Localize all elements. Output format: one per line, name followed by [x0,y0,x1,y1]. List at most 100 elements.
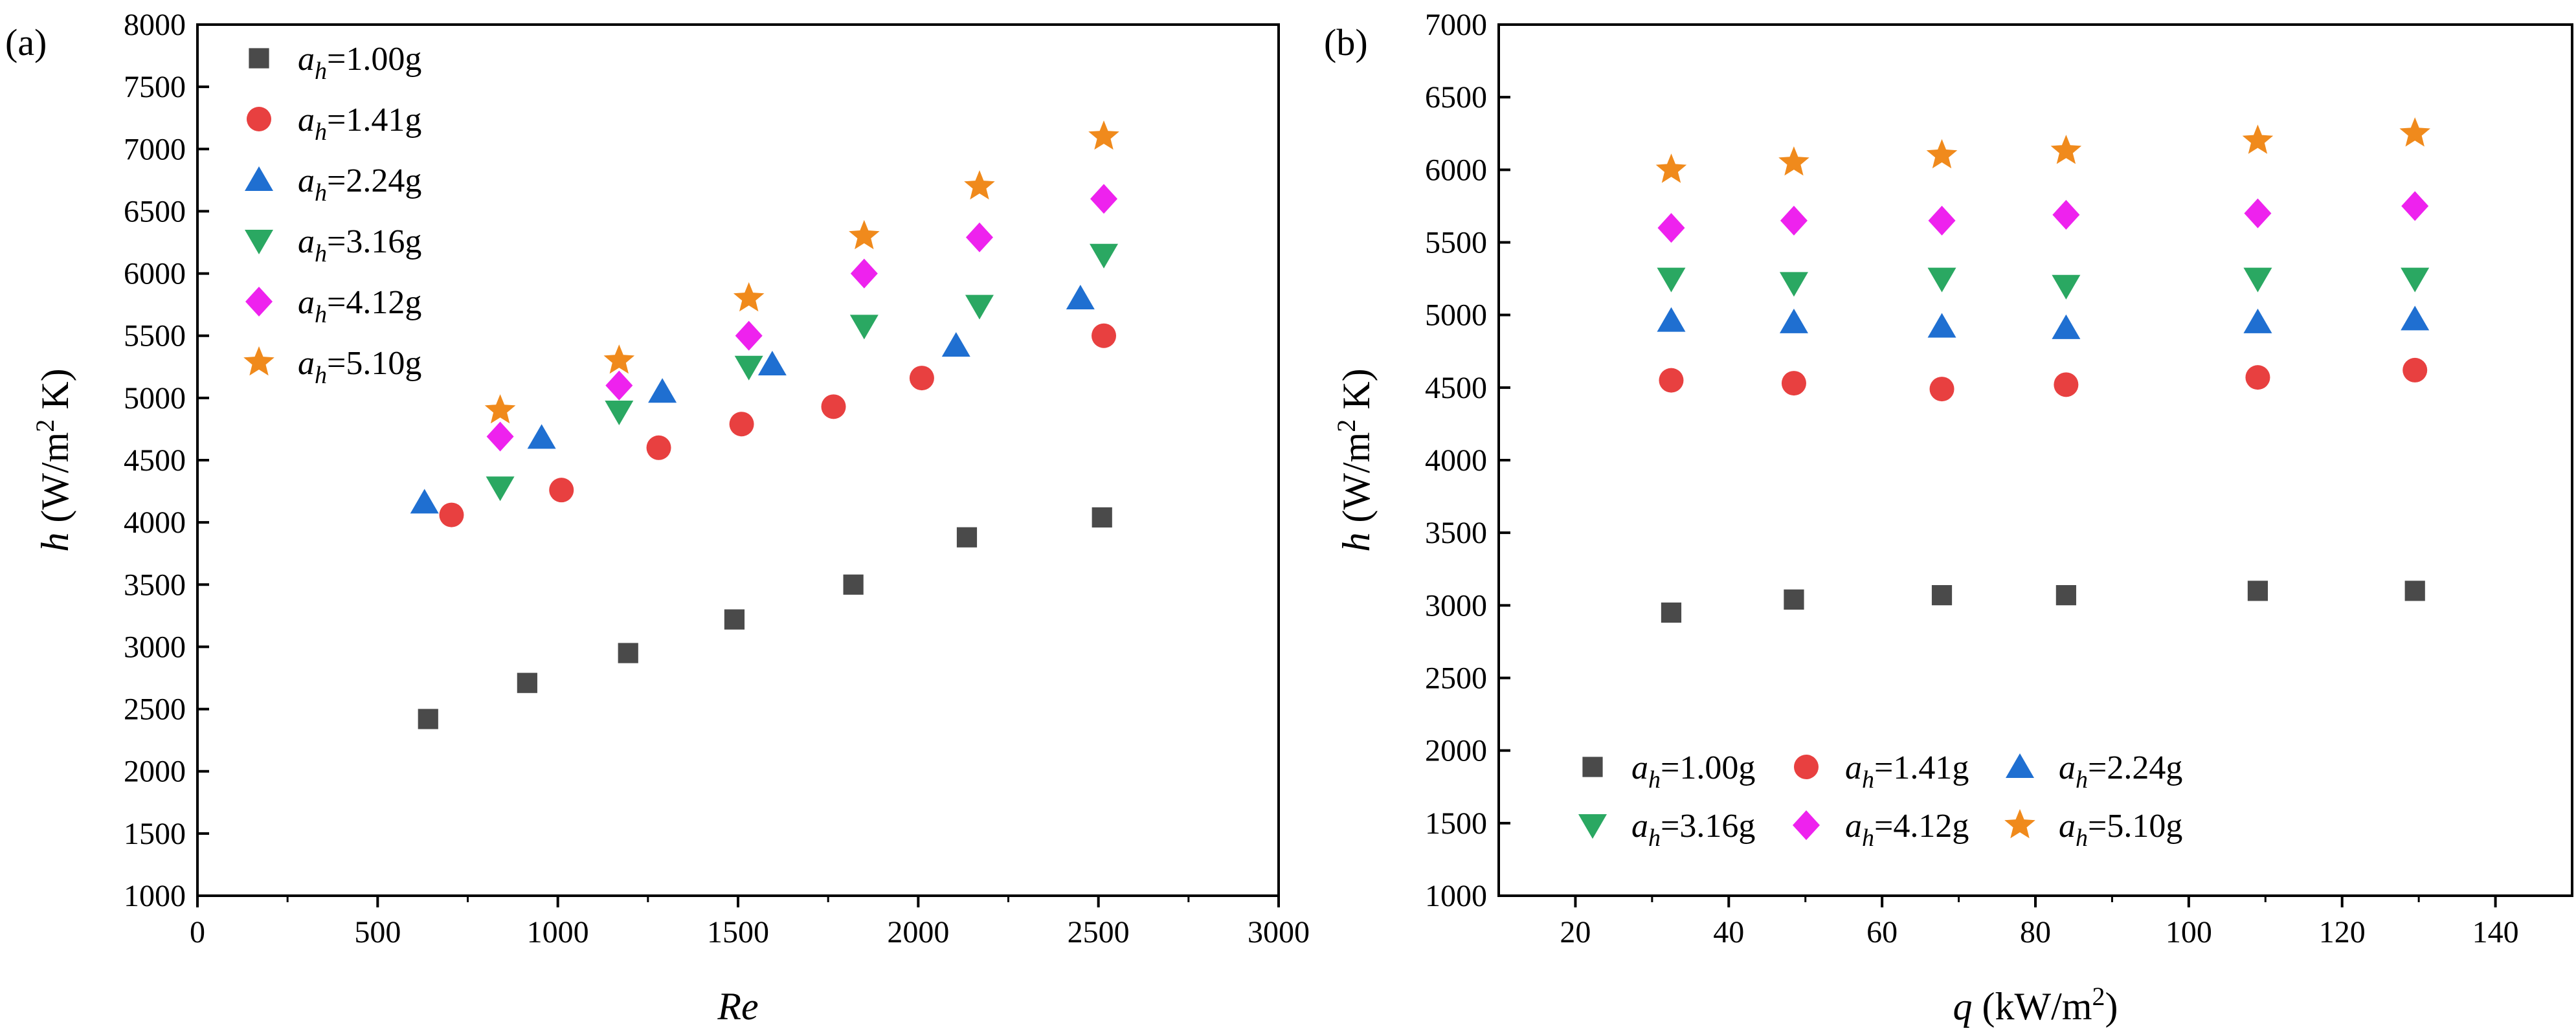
x-tick-label: 100 [2166,915,2212,949]
data-point-series-2 [2245,365,2270,390]
panel-a-y-label-units: (W/m [34,432,76,533]
y-tick-label: 5500 [1425,226,1487,260]
panel-b-x-label-symbol: q [1953,985,1973,1028]
data-point-series-1 [618,643,638,663]
panel-b-x-label-sup: 2 [2092,982,2105,1011]
y-tick-label: 7000 [124,132,186,166]
data-point-series-3 [1927,313,1956,338]
y-tick-label: 4500 [1425,371,1487,405]
data-point-series-5 [2244,198,2272,228]
data-point-series-1 [2055,585,2076,606]
data-point-series-3 [648,378,677,403]
y-tick-label: 3500 [124,568,186,602]
data-point-series-1 [1931,585,1953,606]
data-point-series-4 [1927,267,1956,293]
legend-marker-1 [249,48,269,69]
x-tick-label: 2500 [1068,915,1130,949]
panel-b-data-points [1655,117,2430,623]
data-point-series-6 [964,170,995,200]
x-tick-label: 3000 [1248,915,1310,949]
y-tick-label: 6000 [1425,153,1487,187]
data-point-series-6 [484,394,516,424]
x-tick-label: 40 [1713,915,1744,949]
legend-marker-4 [245,230,273,254]
data-point-series-3 [2243,308,2272,333]
data-point-series-5 [1090,184,1118,214]
data-point-series-2 [1929,377,1954,402]
x-tick-label: 500 [354,915,401,949]
data-point-series-3 [757,350,787,375]
panel-b-plot-frame [1497,23,2573,897]
y-tick-label: 3000 [1425,588,1487,623]
data-point-series-2 [1659,368,1684,393]
legend-marker-4 [1578,814,1607,839]
data-point-series-4 [605,401,634,426]
data-point-series-6 [2399,117,2430,147]
data-point-series-1 [2247,581,2268,601]
data-point-series-5 [605,370,633,401]
data-point-series-3 [1779,308,1808,333]
panel-b-label: (b) [1324,21,1368,63]
legend-label-6: ah=5.10g [298,345,421,389]
data-point-series-6 [1926,139,1958,169]
data-point-series-5 [1780,205,1808,236]
legend-label-3: ah=2.24g [2059,749,2182,793]
data-point-series-1 [1784,589,1804,610]
data-point-series-2 [1781,371,1806,396]
legend-item-5: ah=4.12g [245,284,421,328]
legend-item-3: ah=2.24g [245,162,421,206]
data-point-series-2 [2054,372,2079,397]
data-point-series-5 [735,320,763,351]
y-tick-label: 6500 [1425,80,1487,115]
data-point-series-2 [2402,357,2428,382]
legend-marker-1 [1582,757,1603,777]
legend-item-4: ah=3.16g [245,223,421,267]
legend-item-1: ah=1.00g [1582,749,1755,793]
y-tick-label: 2500 [124,693,186,727]
panel-b-x-label-units: (kW/m [1973,985,2092,1028]
y-tick-label: 5000 [124,381,186,416]
x-tick-label: 120 [2319,915,2366,949]
data-point-series-6 [733,282,765,312]
y-tick-label: 1000 [124,879,186,913]
data-point-series-6 [1655,153,1687,183]
legend-label-1: ah=1.00g [1631,749,1755,793]
data-point-series-2 [729,412,754,437]
legend-item-1: ah=1.00g [249,41,421,85]
data-point-series-5 [965,222,993,252]
panel-b-y-label-sup: 2 [1332,419,1361,432]
legend-label-5: ah=4.12g [298,284,421,328]
data-point-series-3 [527,424,556,449]
panel-b-y-label-symbol: h [1335,533,1378,552]
y-tick-label: 5000 [1425,298,1487,333]
data-point-series-3 [2052,314,2081,339]
y-tick-label: 2500 [1425,661,1487,696]
data-point-series-1 [1092,507,1112,528]
y-tick-label: 4000 [124,505,186,540]
data-point-series-5 [2052,199,2080,230]
x-tick-label: 60 [1866,915,1898,949]
data-point-series-5 [1928,205,1956,236]
x-tick-label: 1000 [527,915,589,949]
data-point-series-5 [486,421,514,452]
x-tick-label: 2000 [887,915,949,949]
y-tick-label: 5500 [124,319,186,353]
y-tick-label: 7000 [1425,8,1487,42]
panel-a: (a) 0 500 1000 1500 2000 2500 3000 1000 1500 200… [5,8,1310,1028]
panel-a-y-ticks: 1000 1500 2000 2500 3000 3500 4000 4500 5000 5500… [124,8,209,913]
legend-item-3: ah=2.24g [2006,749,2182,793]
y-tick-label: 1000 [1425,879,1487,913]
data-point-series-4 [486,476,515,502]
y-tick-label: 8000 [124,8,186,42]
data-point-series-5 [850,258,878,289]
data-point-series-1 [418,709,438,729]
panel-a-y-label-symbol: h [34,533,76,552]
panel-b-legend: ah=1.00g ah=1.41g ah=2.24g ah=3.16g ah=4.12g… [1578,749,2182,852]
data-point-series-4 [1657,267,1686,293]
data-point-series-1 [2404,581,2425,601]
y-tick-label: 6500 [124,194,186,228]
data-point-series-3 [1066,285,1095,310]
data-point-series-6 [1778,146,1809,176]
legend-label-2: ah=1.41g [1845,749,1969,793]
data-point-series-4 [734,355,763,381]
